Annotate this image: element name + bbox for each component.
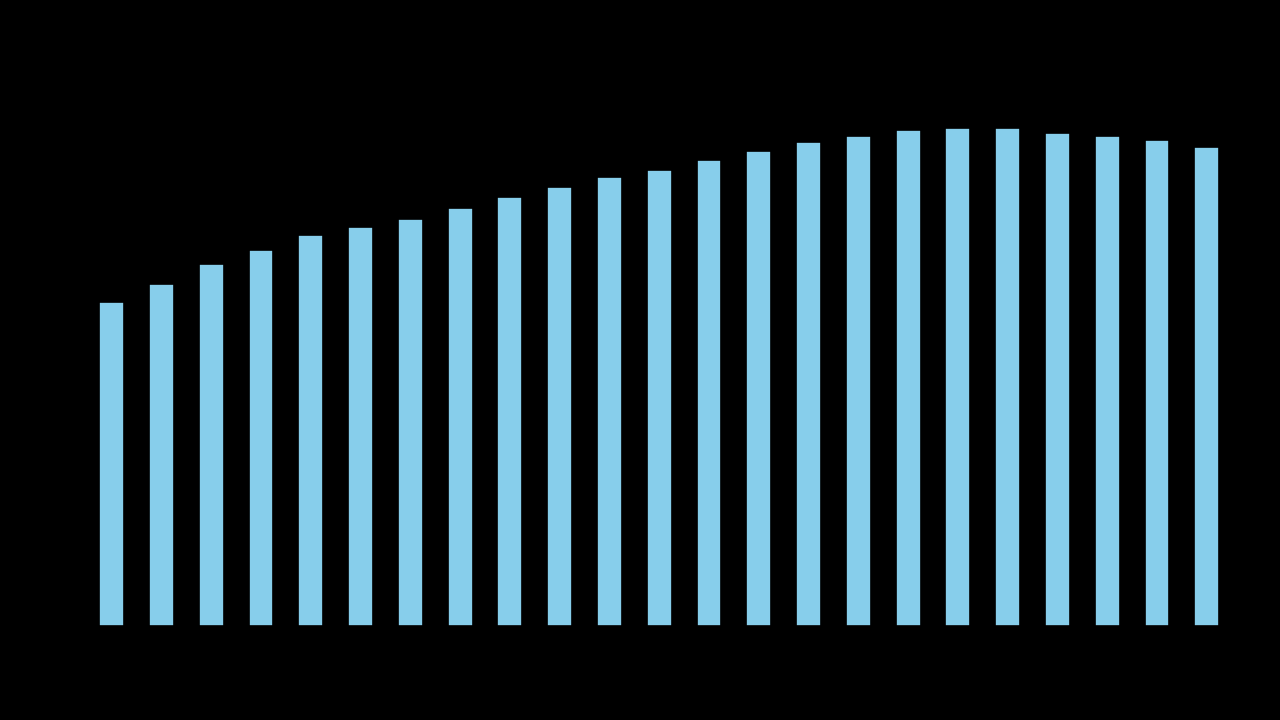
Bar xyxy=(398,219,422,626)
Bar xyxy=(498,197,522,626)
Bar xyxy=(796,142,820,626)
Bar xyxy=(646,170,672,626)
Bar xyxy=(448,208,472,626)
Bar xyxy=(100,302,124,626)
Bar xyxy=(1144,140,1170,626)
Bar xyxy=(1044,132,1070,626)
Bar xyxy=(148,284,174,626)
Bar xyxy=(248,250,274,626)
Bar xyxy=(696,161,722,626)
Bar xyxy=(846,136,870,626)
Bar xyxy=(298,235,324,626)
Bar xyxy=(896,130,920,626)
Bar xyxy=(1094,136,1120,626)
Bar xyxy=(348,227,372,626)
Bar xyxy=(746,151,771,626)
Bar xyxy=(996,128,1020,626)
Bar xyxy=(1194,147,1220,626)
Bar xyxy=(198,264,224,626)
Bar xyxy=(946,128,970,626)
Bar xyxy=(596,177,622,626)
Bar xyxy=(548,186,572,626)
